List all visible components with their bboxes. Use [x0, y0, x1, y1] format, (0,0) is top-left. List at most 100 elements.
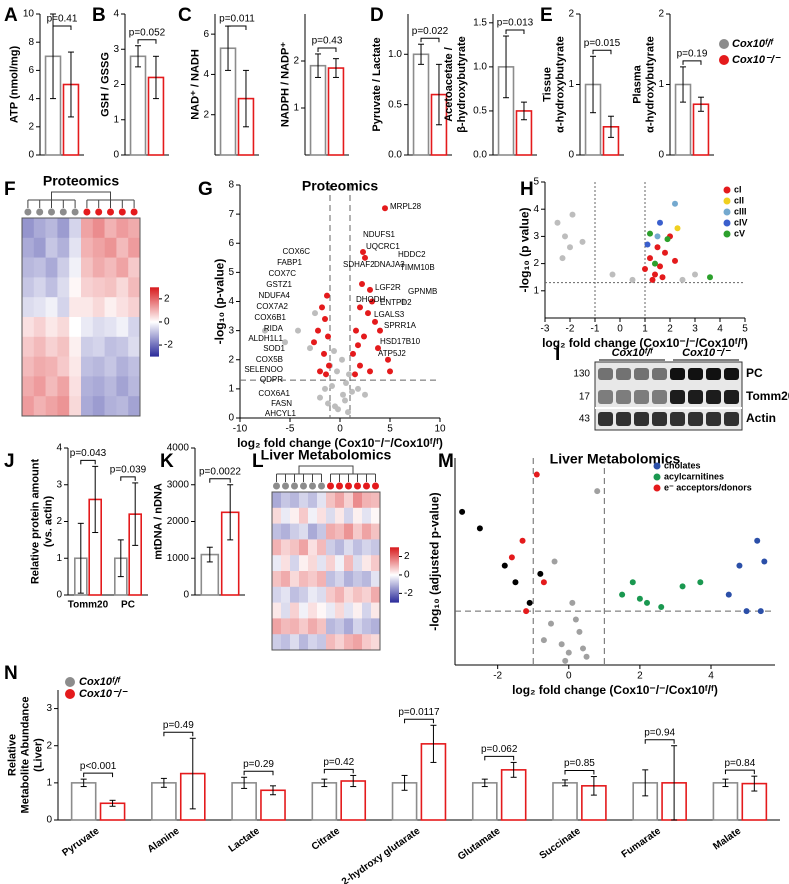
- point: [579, 238, 586, 245]
- point: [322, 315, 328, 322]
- point: [537, 570, 544, 577]
- point: [572, 616, 579, 623]
- y-axis-label: (Liver): [32, 738, 44, 772]
- blot-band: [670, 368, 685, 380]
- heatmap-cell: [299, 492, 309, 509]
- heatmap-cell: [116, 376, 129, 397]
- heatmap-cell: [281, 507, 291, 524]
- panel-letter: L: [252, 451, 264, 472]
- point: [672, 257, 678, 264]
- column-dot: [36, 208, 44, 216]
- heatmap-cell: [335, 602, 345, 619]
- column-dot: [291, 482, 298, 490]
- x-tick-label: 4: [708, 671, 714, 682]
- y-axis-label: -log₁₀ (adjusted p-value): [428, 492, 442, 630]
- point: [583, 653, 590, 660]
- heatmap-cell: [317, 634, 327, 651]
- heatmap-cell: [344, 586, 354, 603]
- y-tick-label: 3000: [167, 479, 190, 490]
- heatmap-cell: [22, 336, 35, 357]
- y-tick-label: 2000: [167, 516, 190, 527]
- heatmap-cell: [272, 555, 282, 572]
- point: [629, 579, 636, 586]
- heatmap-cell: [353, 492, 363, 509]
- y-axis-label: -log₁₀ (p-value): [213, 259, 227, 345]
- point: [343, 380, 349, 387]
- point: [323, 371, 329, 378]
- gene-label: LGALS3: [374, 310, 405, 319]
- point: [311, 339, 317, 346]
- y-tick-label: 1.0: [388, 49, 402, 60]
- panel-letter: A: [4, 5, 18, 26]
- p-bracket: [505, 29, 525, 35]
- x-tick-label: -2: [493, 671, 502, 682]
- heatmap-cell: [335, 618, 345, 635]
- heatmap-cell: [308, 555, 318, 572]
- heatmap-cell: [22, 218, 35, 239]
- legend-swatch: [723, 186, 731, 194]
- heatmap-cell: [326, 492, 336, 509]
- heatmap-cell: [344, 492, 354, 509]
- x-tick-label: 10: [434, 424, 446, 435]
- heatmap-cell: [22, 237, 35, 258]
- x-axis-label: log₂ fold change (Cox10⁻/⁻/Cox10ᶠ/ᶠ): [237, 436, 443, 450]
- heatmap-cell: [104, 336, 117, 357]
- panel-letter: G: [198, 179, 213, 200]
- heatmap-cell: [362, 539, 372, 556]
- heatmap-cell: [104, 317, 117, 338]
- panel-letter: N: [4, 663, 18, 684]
- legend-label: acylcarnitines: [664, 471, 724, 481]
- blot-band: [706, 368, 721, 380]
- heatmap-cell: [299, 571, 309, 588]
- p-value: p=0.039: [110, 465, 147, 476]
- y-axis-label: ATP (nmol/mg): [9, 46, 21, 124]
- heatmap-title: Liver Metabolomics: [261, 447, 392, 463]
- colorbar-label: -2: [404, 588, 413, 599]
- point: [662, 249, 668, 256]
- column-dot: [363, 482, 370, 490]
- heatmap-cell: [45, 277, 58, 298]
- heatmap-cell: [326, 523, 336, 540]
- heatmap-cell: [33, 218, 46, 239]
- heatmap-cell: [92, 317, 105, 338]
- heatmap-cell: [308, 492, 318, 509]
- y-tick-label: 1: [568, 79, 574, 90]
- heatmap-cell: [308, 523, 318, 540]
- heatmap-cell: [281, 492, 291, 509]
- point: [295, 327, 301, 334]
- point: [692, 271, 698, 278]
- heatmap-cell: [272, 539, 282, 556]
- point: [315, 327, 321, 334]
- gene-label: TIMM10B: [400, 263, 435, 272]
- heatmap-cell: [299, 539, 309, 556]
- legend-swatch: [723, 219, 731, 227]
- y-tick-label: 2: [228, 354, 234, 365]
- heatmap-cell: [81, 336, 94, 357]
- heatmap-cell: [104, 277, 117, 298]
- column-dot: [336, 482, 343, 490]
- y-axis-label: β-hydroxybutyrate: [456, 36, 468, 133]
- y-tick-label: 6: [228, 238, 234, 249]
- legend-swatch: [653, 473, 661, 481]
- heatmap-cell: [92, 237, 105, 258]
- heatmap-cell: [104, 237, 117, 258]
- legend-swatch: [65, 689, 75, 699]
- panel-letter: F: [4, 179, 16, 200]
- bar: [552, 782, 578, 821]
- y-tick-label: 2: [113, 79, 119, 90]
- p-bracket: [592, 49, 612, 55]
- heatmap-cell: [45, 396, 58, 417]
- gene-label: MRPL28: [390, 202, 422, 211]
- point: [743, 608, 750, 615]
- gene-label: COX6B1: [254, 313, 286, 322]
- y-tick-label: 1: [46, 777, 52, 788]
- heatmap-cell: [335, 571, 345, 588]
- column-dot: [130, 208, 138, 216]
- chart-title: Proteomics: [302, 178, 378, 194]
- chart-title: Liver Metabolomics: [550, 451, 681, 467]
- blot-band: [670, 412, 685, 426]
- heatmap-cell: [371, 602, 381, 619]
- heatmap-cell: [116, 237, 129, 258]
- x-tick-label: PC: [121, 600, 135, 611]
- x-axis-label: log₂ fold change (Cox10⁻/⁻/Cox10ᶠ/ᶠ): [542, 336, 748, 350]
